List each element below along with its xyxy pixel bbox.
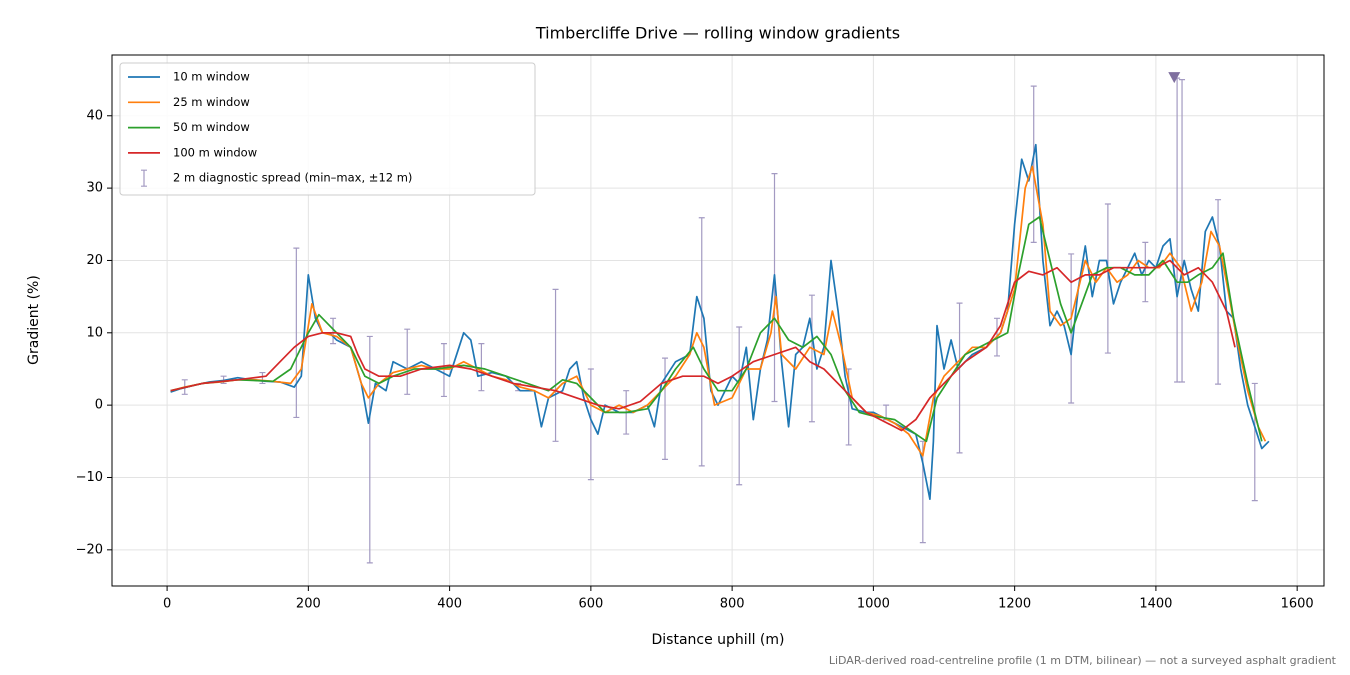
x-tick-label: 1000	[857, 597, 890, 612]
legend-frame	[119, 62, 536, 196]
y-tick-label: −20	[76, 542, 103, 557]
y-tick-label: 40	[86, 108, 103, 123]
error-bar	[587, 368, 594, 481]
plot-area	[170, 72, 1270, 564]
error-bar	[404, 328, 411, 395]
error-bar	[478, 343, 485, 392]
error-bar	[662, 357, 669, 460]
legend-label: 25 m window	[173, 95, 250, 109]
series-line	[170, 259, 1236, 432]
legend: 10 m window 25 m window 50 m window 100 m w…	[119, 62, 536, 196]
x-tick-label: 800	[720, 597, 745, 612]
x-axis-label: Distance uphill (m)	[652, 632, 785, 648]
error-bar	[366, 335, 373, 564]
error-bar	[1104, 203, 1111, 354]
x-tick-label: 0	[163, 597, 171, 612]
y-tick-label: 0	[95, 398, 103, 413]
error-bar	[440, 343, 447, 398]
error-bar	[1068, 253, 1075, 404]
error-bar	[808, 294, 815, 423]
y-tick-label: 20	[86, 253, 103, 268]
clip-marker	[1168, 72, 1181, 84]
x-tick-label: 200	[296, 597, 321, 612]
legend-label: 50 m window	[173, 120, 250, 134]
x-tick-label: 600	[578, 597, 603, 612]
x-tick-label: 1200	[998, 597, 1031, 612]
error-bar	[1179, 78, 1186, 383]
y-tick-label: −10	[76, 470, 103, 485]
axes-frame	[111, 54, 1325, 587]
error-bar	[1030, 85, 1037, 243]
y-axis-label: Gradient (%)	[26, 275, 42, 365]
footnote: LiDAR-derived road-centreline profile (1…	[829, 654, 1337, 667]
error-bar	[330, 317, 337, 345]
error-bar	[1251, 382, 1258, 502]
error-bar	[956, 302, 963, 454]
series-line	[170, 216, 1263, 443]
error-bar	[293, 247, 300, 419]
error-bar	[736, 326, 743, 486]
error-bar	[552, 288, 559, 442]
x-tick-label: 1600	[1281, 597, 1314, 612]
legend-label: 2 m diagnostic spread (min–max, ±12 m)	[173, 171, 412, 185]
chart-title: Timbercliffe Drive — rolling window grad…	[535, 24, 900, 43]
x-tick-label: 1400	[1139, 597, 1172, 612]
error-bar	[1142, 241, 1149, 303]
legend-label: 10 m window	[173, 70, 250, 84]
y-tick-label: 30	[86, 181, 103, 196]
legend-swatch	[141, 169, 147, 187]
y-tick-label: 10	[86, 325, 103, 340]
error-bar	[771, 173, 778, 403]
axes: 0 200 400 600 800 1000 1200 1400 1600 −20 −10 0 10 20…	[76, 108, 1314, 611]
x-tick-label: 400	[437, 597, 462, 612]
legend-label: 100 m window	[173, 145, 257, 159]
